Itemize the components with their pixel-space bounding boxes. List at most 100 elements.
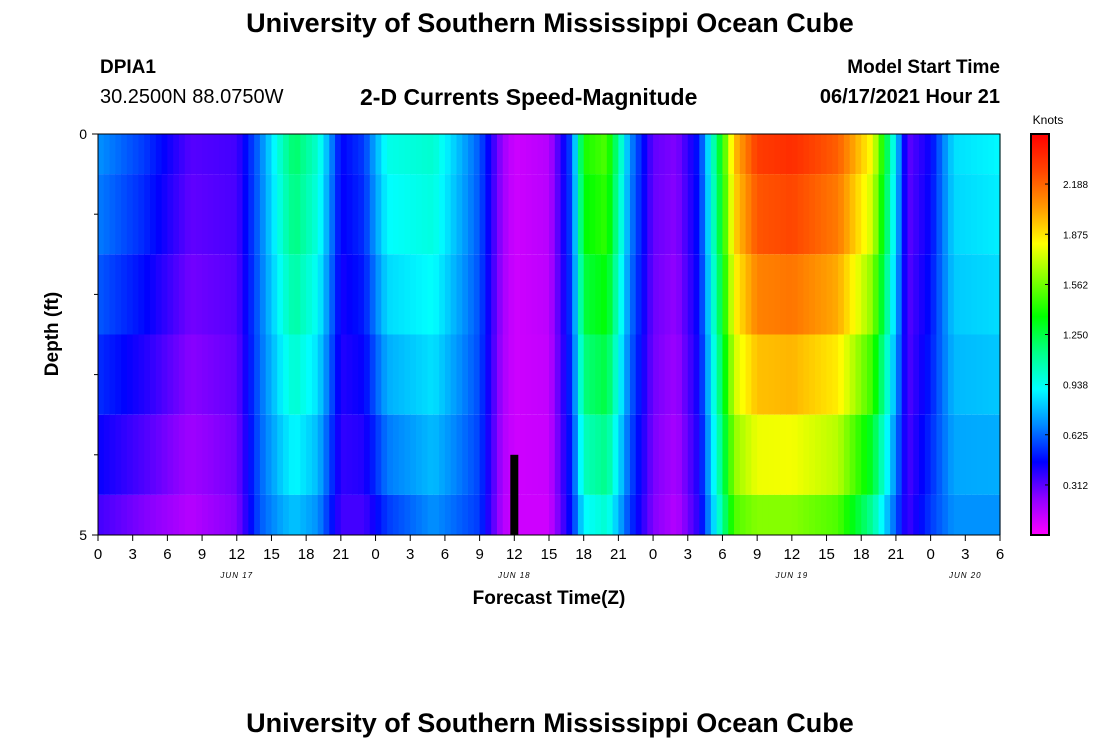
- heatmap-cell: [907, 494, 914, 535]
- heatmap-cell: [872, 134, 880, 175]
- heatmap-cell: [103, 334, 111, 415]
- heatmap-cell: [439, 334, 446, 415]
- heatmap-cell: [549, 414, 556, 495]
- x-tick-label: 0: [94, 546, 102, 563]
- heatmap-cell: [161, 414, 168, 495]
- heatmap-cell: [757, 134, 764, 175]
- x-tick-label: 6: [441, 546, 449, 563]
- heatmap-cell: [572, 174, 579, 255]
- heatmap-cell: [577, 174, 585, 255]
- heatmap-cell: [936, 134, 943, 175]
- heatmap-cell: [872, 334, 880, 415]
- heatmap-cell: [283, 334, 290, 415]
- heatmap-cell: [890, 134, 897, 175]
- heatmap-cell: [450, 494, 458, 535]
- heatmap-cell: [444, 494, 452, 535]
- heatmap-cell: [392, 174, 400, 255]
- heatmap-cell: [716, 174, 724, 255]
- heatmap-cell: [583, 494, 591, 535]
- heatmap-cell: [635, 134, 643, 175]
- heatmap-cell: [496, 174, 504, 255]
- heatmap-cell: [225, 254, 232, 335]
- heatmap-cell: [271, 334, 278, 415]
- x-tick-label: 12: [784, 546, 801, 563]
- heatmap-cell: [427, 134, 434, 175]
- heatmap-cell: [699, 174, 706, 255]
- heatmap-cell: [485, 494, 492, 535]
- heatmap-cell: [167, 334, 174, 415]
- heatmap-cell: [381, 174, 388, 255]
- heatmap-cell: [601, 134, 608, 175]
- heatmap-cell: [456, 414, 463, 495]
- heatmap-cell: [161, 174, 168, 255]
- heatmap-cell: [444, 334, 452, 415]
- heatmap-cell: [867, 494, 874, 535]
- heatmap-cell: [953, 134, 961, 175]
- heatmap-cell: [982, 174, 990, 255]
- heatmap-cell: [924, 494, 932, 535]
- heatmap-cell: [832, 254, 839, 335]
- heatmap-cell: [427, 174, 434, 255]
- heatmap-cell: [173, 254, 180, 335]
- heatmap-cell: [838, 414, 845, 495]
- heatmap-cell: [306, 174, 313, 255]
- heatmap-cell: [716, 134, 724, 175]
- heatmap-cell: [277, 494, 284, 535]
- heatmap-cell: [583, 414, 591, 495]
- colorbar-tick-label: 0.312: [1063, 481, 1088, 492]
- heatmap-cell: [161, 254, 168, 335]
- heatmap-cell: [317, 334, 325, 415]
- heatmap-cell: [392, 334, 400, 415]
- heatmap-cell: [820, 334, 828, 415]
- heatmap-cell: [213, 254, 221, 335]
- heatmap-cell: [855, 134, 862, 175]
- heatmap-cell: [190, 134, 197, 175]
- heatmap-cell: [335, 414, 342, 495]
- heatmap-cell: [421, 254, 429, 335]
- heatmap-cell: [531, 174, 539, 255]
- heatmap-cell: [549, 254, 556, 335]
- heatmap-cell: [751, 334, 758, 415]
- heatmap-cell: [583, 174, 591, 255]
- heatmap-cell: [618, 134, 625, 175]
- heatmap-cell: [734, 414, 741, 495]
- heatmap-cell: [699, 494, 706, 535]
- heatmap-cell: [103, 134, 111, 175]
- x-tick-label: 21: [888, 546, 905, 563]
- heatmap-cell: [739, 414, 747, 495]
- heatmap-cell: [710, 334, 718, 415]
- heatmap-cell: [98, 334, 105, 415]
- heatmap-cell: [768, 334, 776, 415]
- heatmap-cell: [843, 254, 851, 335]
- heatmap-cell: [306, 254, 313, 335]
- heatmap-cell: [947, 254, 955, 335]
- heatmap-cell: [121, 254, 128, 335]
- heatmap-cell: [832, 174, 839, 255]
- heatmap-cell: [520, 494, 527, 535]
- heatmap-cell: [907, 414, 914, 495]
- heatmap-cell: [583, 334, 591, 415]
- heatmap-cell: [867, 174, 874, 255]
- heatmap-cell: [959, 134, 966, 175]
- heatmap-cell: [450, 174, 458, 255]
- heatmap-cell: [843, 334, 851, 415]
- heatmap-cell: [387, 494, 394, 535]
- heatmap-cell: [942, 134, 949, 175]
- heatmap-cell: [537, 494, 544, 535]
- colorbar: 0.312 0.625 0.938 1.250 1.562 1.875 2.188: [1030, 133, 1088, 536]
- heatmap-cell: [242, 414, 249, 495]
- heatmap-cell: [190, 494, 197, 535]
- heatmap-cell: [716, 414, 724, 495]
- heatmap-cell: [855, 334, 862, 415]
- heatmap-cell: [947, 174, 955, 255]
- heatmap-cell: [809, 254, 816, 335]
- heatmap-cell: [739, 254, 747, 335]
- heatmap-cell: [907, 174, 914, 255]
- heatmap-cell: [612, 254, 619, 335]
- heatmap-cell: [838, 494, 845, 535]
- x-tick-label: 9: [198, 546, 206, 563]
- heatmap-cell: [589, 254, 596, 335]
- heatmap-cell: [363, 134, 371, 175]
- heatmap-cell: [416, 254, 423, 335]
- heatmap-cell: [150, 174, 157, 255]
